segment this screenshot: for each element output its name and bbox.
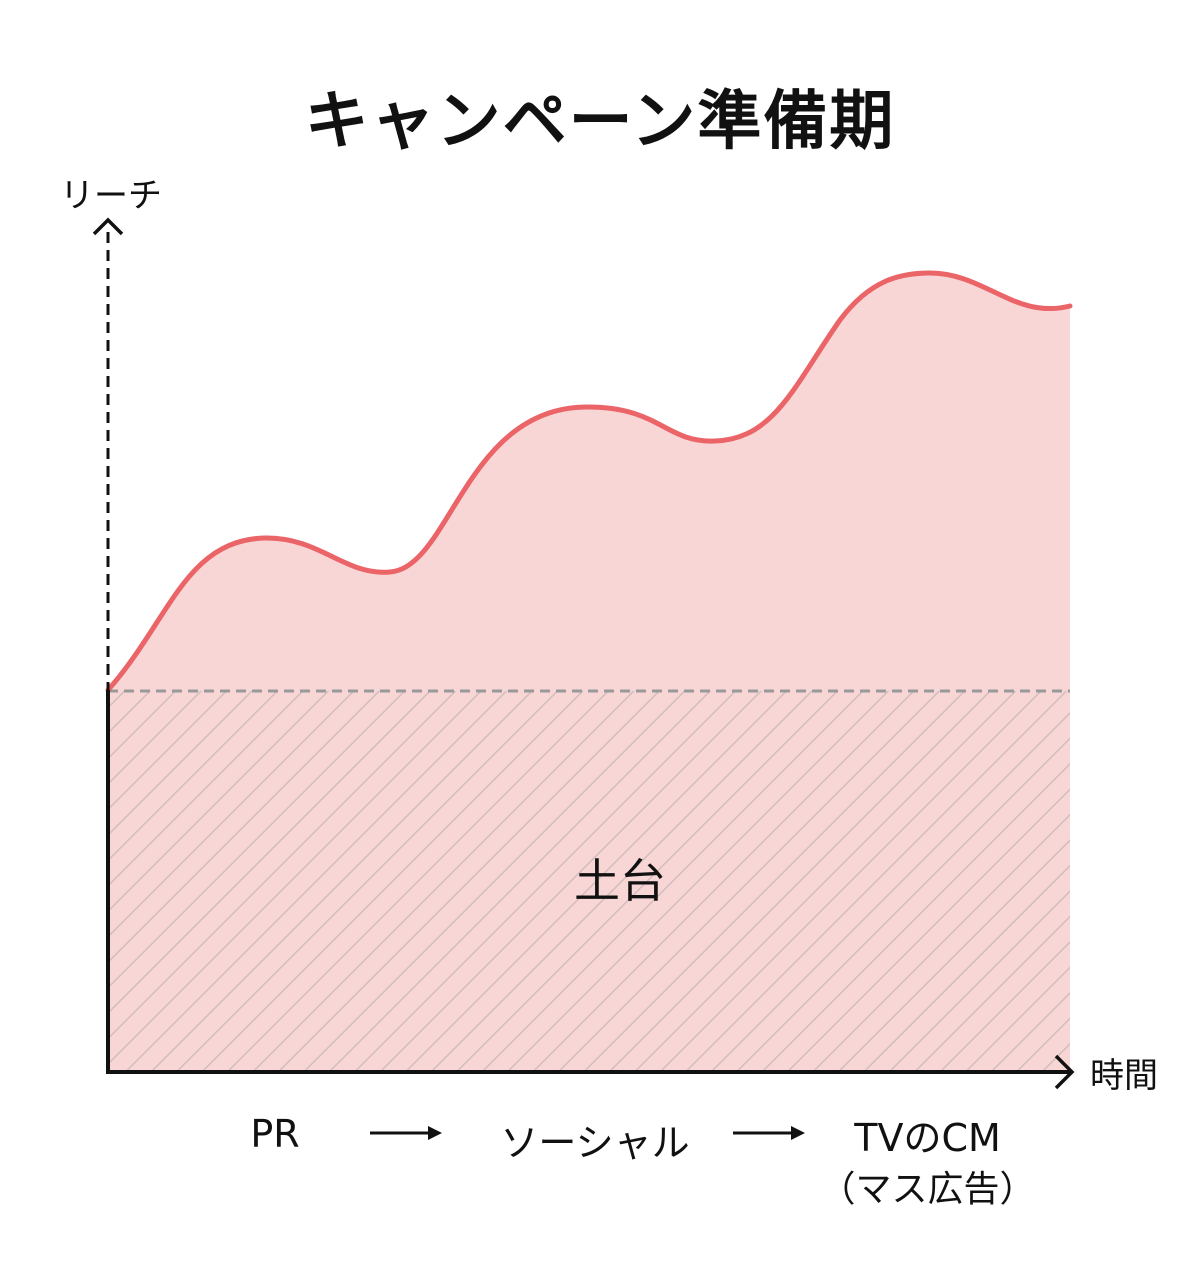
base-label: 土台	[574, 854, 666, 908]
phase-social-label: ソーシャル	[500, 1121, 690, 1165]
base-area	[108, 691, 1070, 1072]
y-axis-label: リーチ	[60, 176, 162, 216]
page-title: キャンペーン準備期	[304, 85, 896, 159]
phase-pr-label: PR	[250, 1112, 300, 1156]
arrow-social-to-tv-icon	[733, 1126, 805, 1140]
arrow-pr-to-social-icon	[370, 1126, 442, 1140]
reach-curve	[105, 270, 1073, 693]
phase-tv-sublabel: （マス広告）	[819, 1169, 1036, 1210]
phase-tv-label: TVのCM	[854, 1116, 1001, 1160]
y-axis-arrow-icon	[92, 217, 124, 236]
x-axis-arrow-icon	[1054, 1054, 1075, 1090]
x-axis-label: 時間	[1090, 1056, 1158, 1096]
phase-tv: TVのCM （マス広告）	[815, 1112, 1040, 1216]
